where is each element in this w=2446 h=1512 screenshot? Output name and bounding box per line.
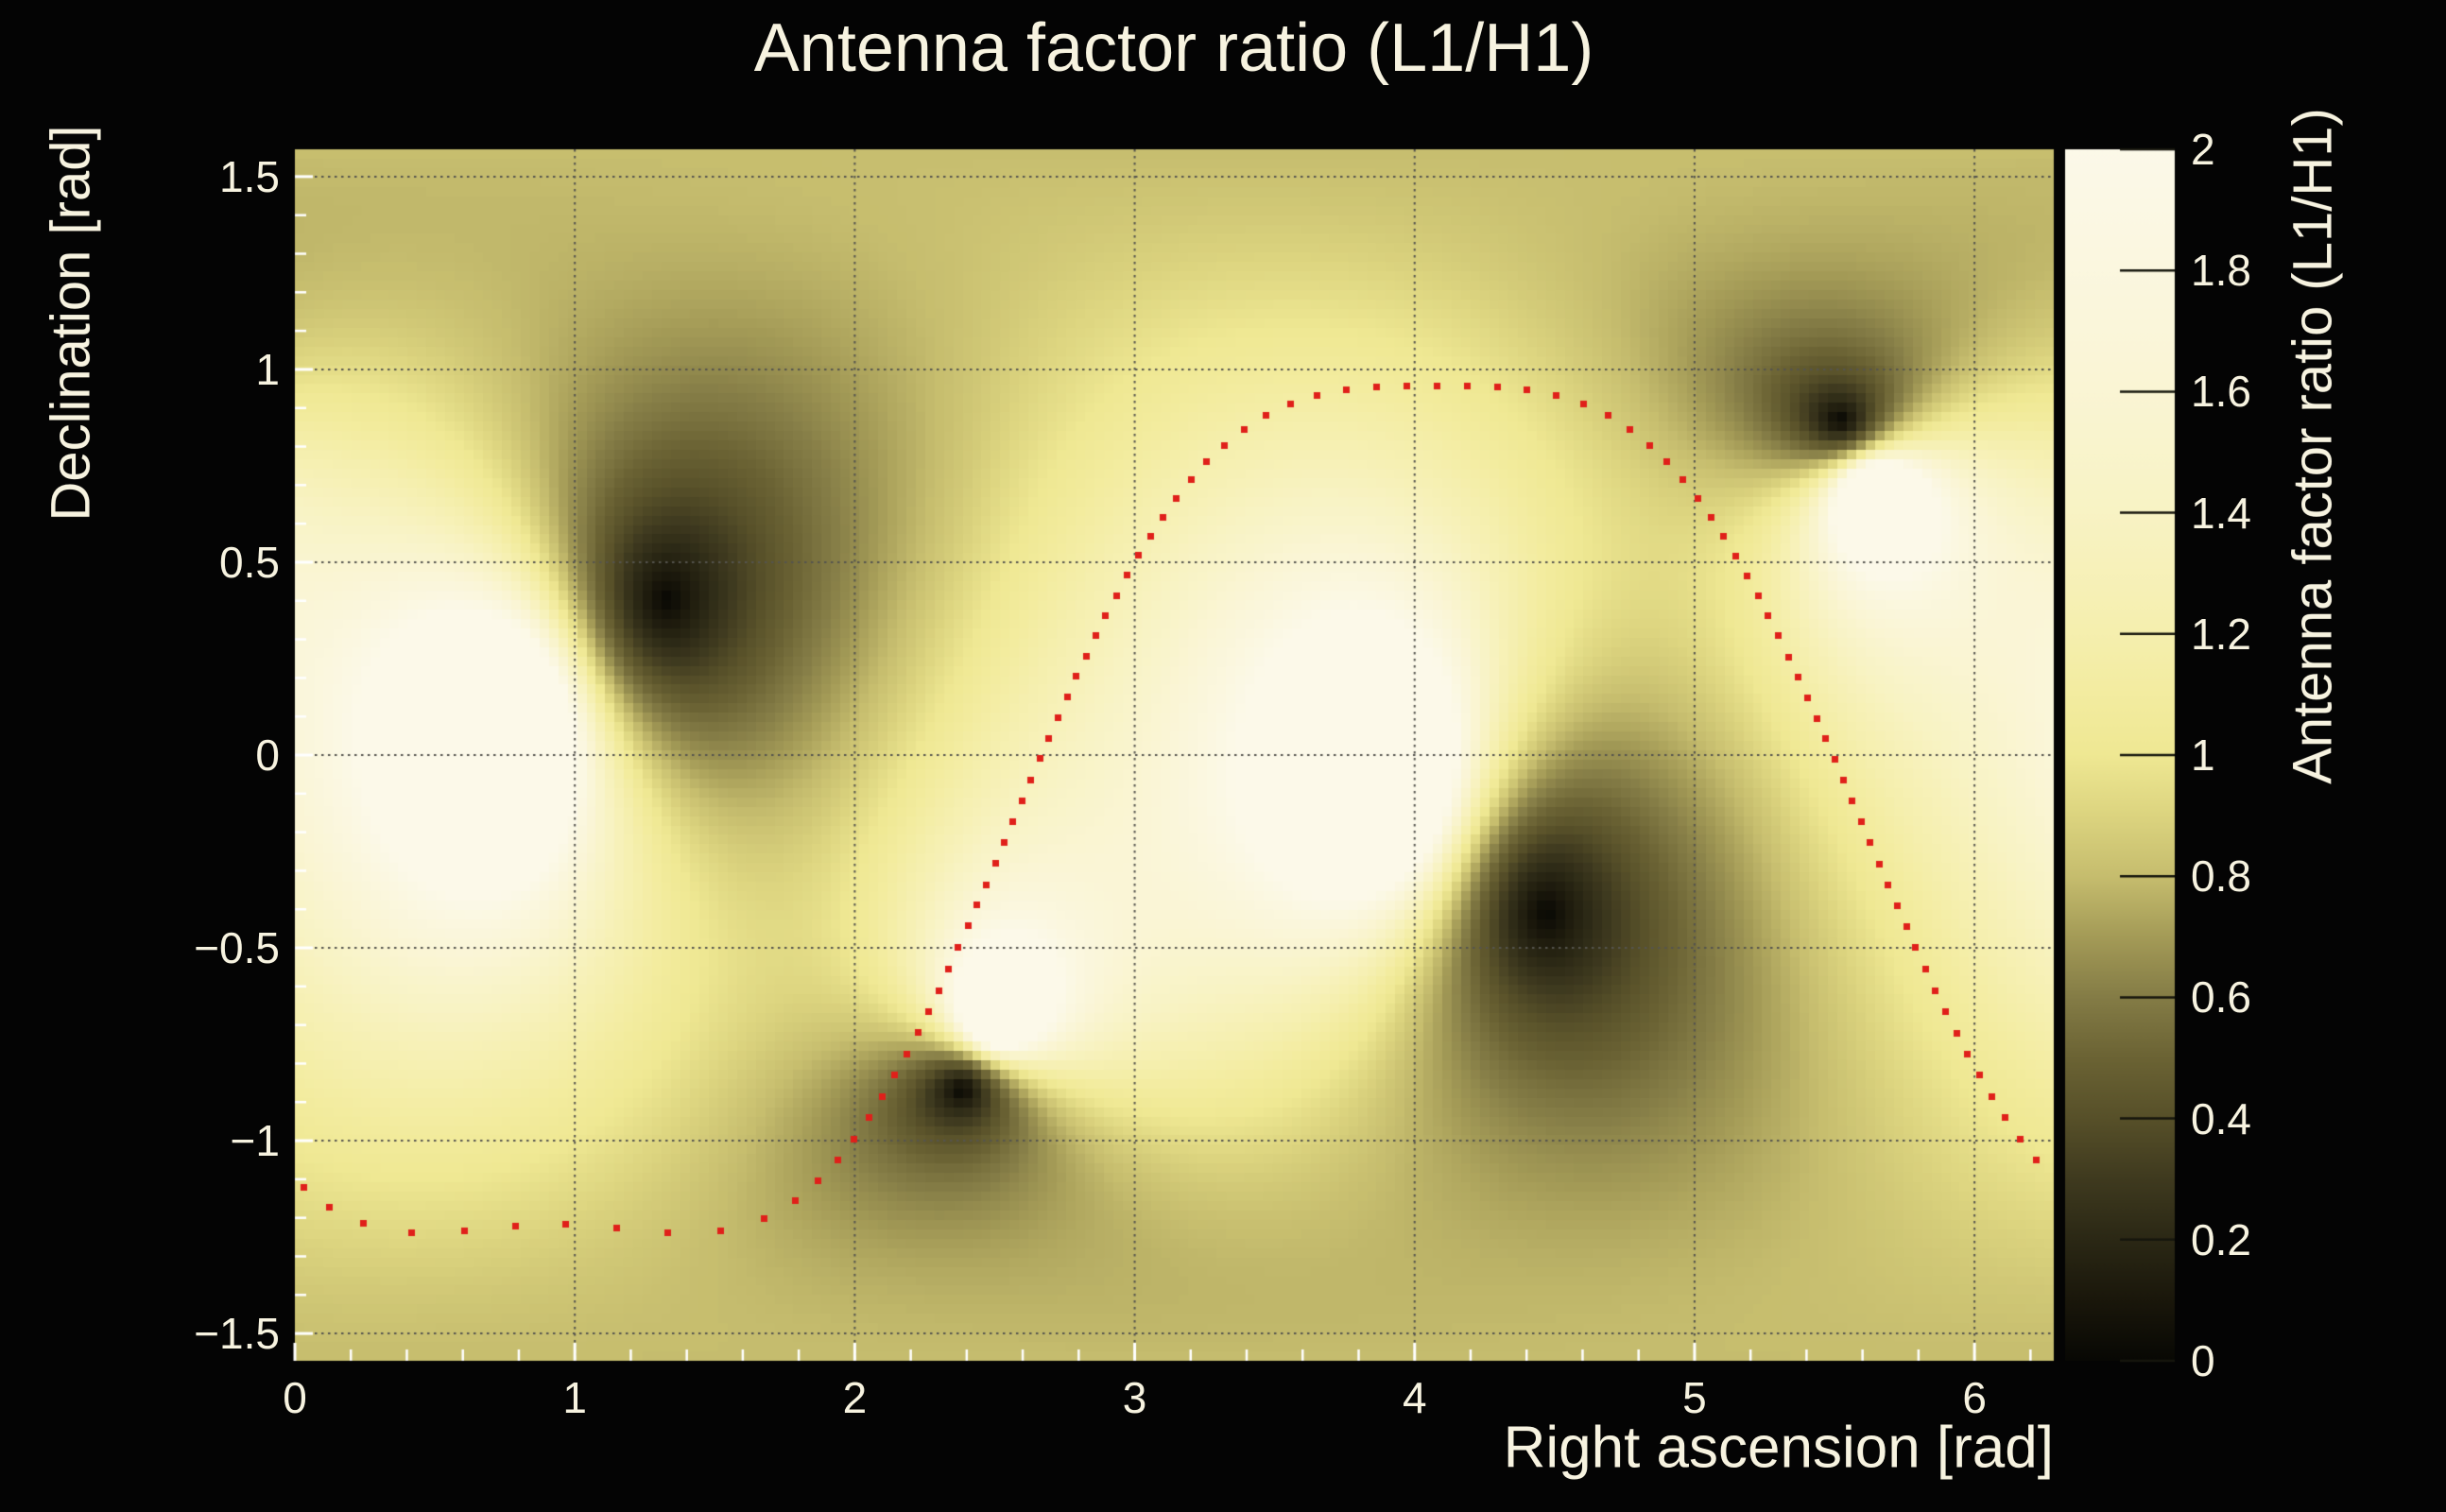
y-tick-label: −1.5: [194, 1308, 280, 1358]
colorbar-tick-label: 1.4: [2191, 488, 2251, 538]
x-tick-label: 5: [1682, 1372, 1707, 1422]
y-tick-label: 0: [255, 730, 280, 780]
colorbar-tick-label: 1: [2191, 730, 2215, 780]
y-tick-label: 1: [255, 344, 280, 394]
y-tick-label: 0.5: [219, 537, 280, 587]
colorbar-title: Antenna factor ratio (L1/H1): [2282, 108, 2344, 784]
colorbar-tick-label: 0.6: [2191, 972, 2251, 1022]
x-tick-label: 3: [1122, 1372, 1147, 1422]
x-tick-label: 1: [562, 1372, 587, 1422]
colorbar-tick-label: 1.2: [2191, 609, 2251, 659]
colorbar-tick-label: 2: [2191, 124, 2215, 174]
x-axis-title: Right ascension [rad]: [1503, 1415, 2054, 1481]
chart-title: Antenna factor ratio (L1/H1): [753, 10, 1594, 87]
y-axis-title: Declination [rad]: [40, 125, 102, 522]
colorbar-tick-label: 1.6: [2191, 367, 2251, 417]
colorbar-tick-label: 0.2: [2191, 1214, 2251, 1264]
y-tick-label: −1: [230, 1115, 280, 1165]
x-tick-label: 2: [842, 1372, 868, 1422]
colorbar-tick-label: 0.4: [2191, 1093, 2251, 1143]
colorbar-tick-label: 1.8: [2191, 246, 2251, 296]
x-tick-label: 6: [1962, 1372, 1987, 1422]
y-tick-label: 1.5: [219, 151, 280, 201]
x-tick-label: 4: [1402, 1372, 1427, 1422]
y-tick-label: −0.5: [194, 922, 280, 972]
colorbar-tick-label: 0: [2191, 1335, 2215, 1385]
x-tick-label: 0: [283, 1372, 307, 1422]
colorbar-tick-label: 0.8: [2191, 851, 2251, 902]
